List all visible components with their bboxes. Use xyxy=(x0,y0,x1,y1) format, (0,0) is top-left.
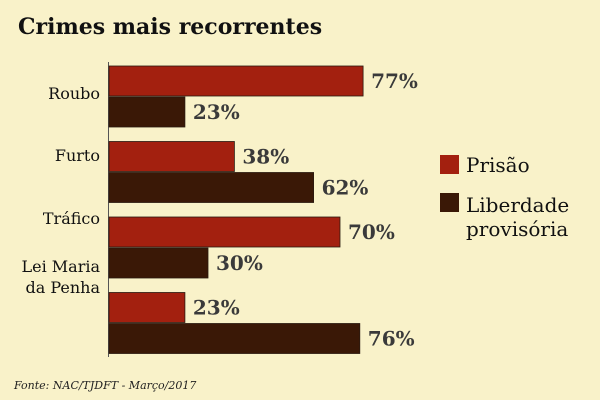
value-label: 23% xyxy=(193,100,240,124)
bar-prisao-3 xyxy=(108,292,186,323)
bar-liberdade-3 xyxy=(108,323,361,354)
bar-liberdade-1 xyxy=(108,172,315,203)
value-label: 76% xyxy=(368,327,415,351)
legend-swatch xyxy=(440,155,459,174)
legend-label: provisória xyxy=(466,217,568,241)
legend-label: Prisão xyxy=(466,153,530,177)
category-label: Furto xyxy=(55,146,100,165)
category-label: Roubo xyxy=(48,84,100,103)
bar-liberdade-0 xyxy=(108,96,186,128)
bar-prisao-0 xyxy=(108,65,364,97)
category-label: Lei Maria xyxy=(21,257,100,276)
category-label: da Penha xyxy=(25,278,100,297)
category-label: Tráfico xyxy=(43,209,100,228)
bar-prisao-1 xyxy=(108,141,235,172)
value-label: 30% xyxy=(216,251,263,275)
chart-title: Crimes mais recorrentes xyxy=(18,14,323,40)
value-label: 70% xyxy=(348,220,395,244)
source-note: Fonte: NAC/TJDFT - Março/2017 xyxy=(14,379,197,392)
bar-liberdade-2 xyxy=(108,247,209,279)
legend-swatch xyxy=(440,193,459,212)
value-label: 38% xyxy=(242,145,289,169)
legend-label: Liberdade xyxy=(466,193,569,217)
value-label: 23% xyxy=(193,296,240,320)
value-label: 62% xyxy=(322,176,369,200)
value-label: 77% xyxy=(371,69,418,93)
bar-prisao-2 xyxy=(108,216,341,248)
